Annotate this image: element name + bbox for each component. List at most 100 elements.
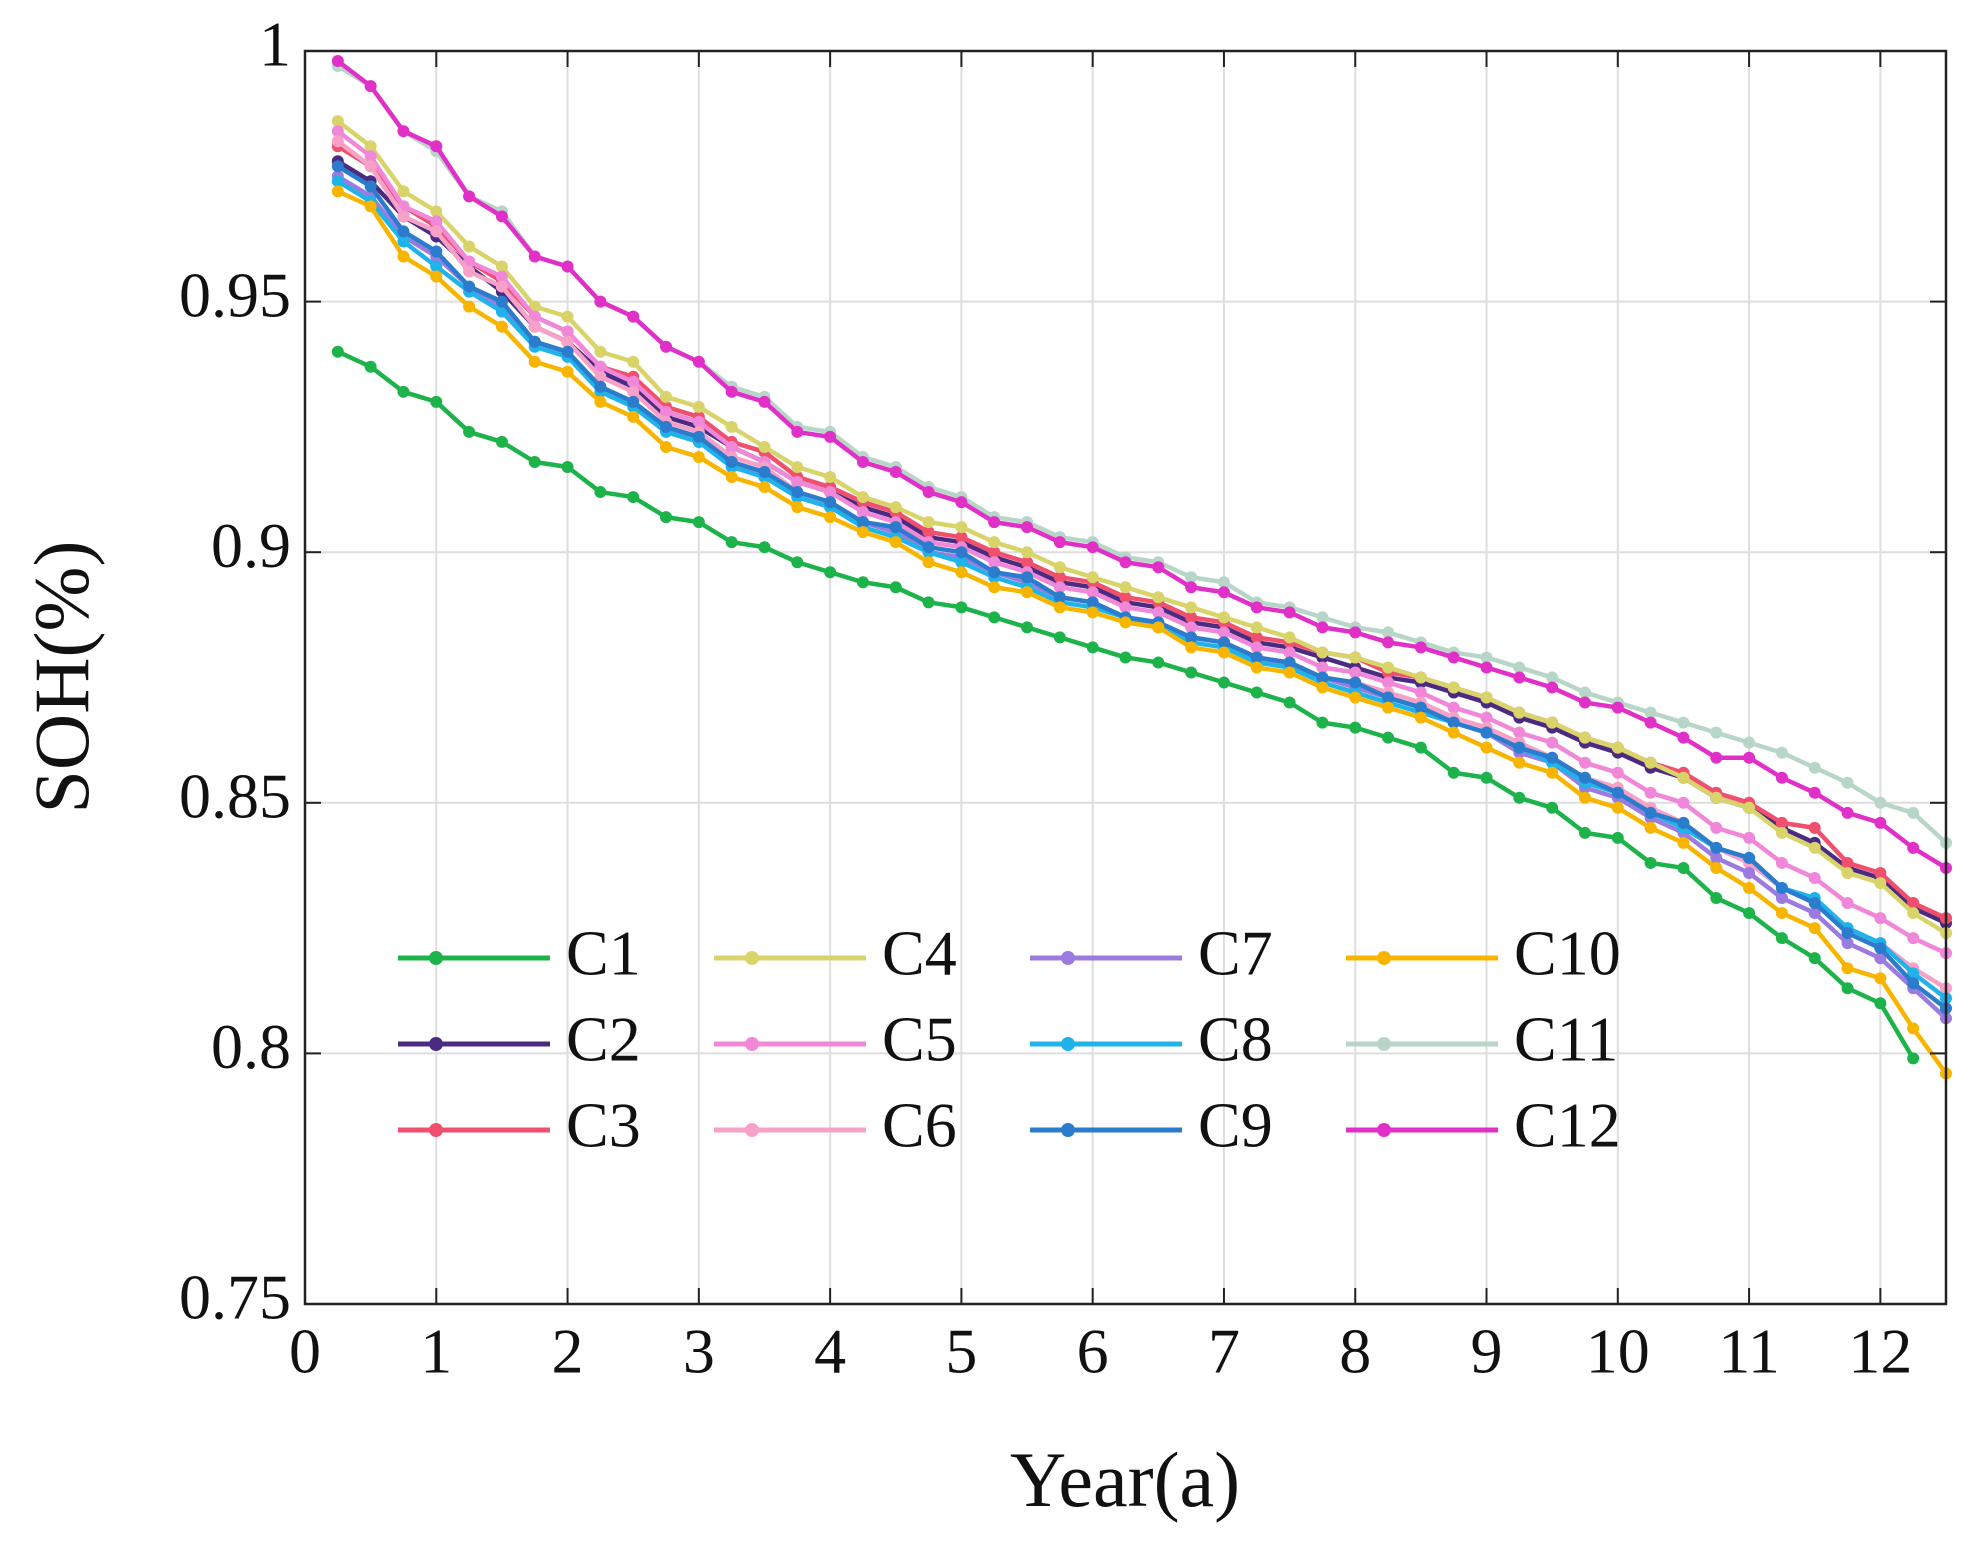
data-point: [988, 556, 1001, 569]
data-point: [561, 345, 574, 358]
data-point: [824, 511, 837, 524]
data-point: [1644, 716, 1657, 729]
data-point: [1316, 661, 1329, 674]
series-line: [336, 129, 1947, 956]
data-point: [1086, 596, 1099, 609]
data-point: [1644, 756, 1657, 769]
data-point: [1185, 621, 1198, 634]
data-point: [824, 471, 837, 484]
data-point: [331, 115, 344, 128]
data-point: [627, 491, 640, 504]
data-point: [364, 200, 377, 213]
data-point: [1185, 631, 1198, 644]
data-point: [692, 415, 705, 428]
data-point: [1578, 756, 1591, 769]
legend-label: C12: [1514, 1090, 1621, 1161]
data-point: [1743, 882, 1756, 895]
legend-label: C1: [566, 918, 641, 989]
data-point: [1414, 641, 1427, 654]
data-point: [692, 400, 705, 413]
data-point: [791, 476, 804, 489]
series-line: [336, 119, 1948, 936]
data-point: [397, 250, 410, 263]
data-point: [495, 435, 508, 448]
data-point: [856, 455, 869, 468]
data-point: [1743, 801, 1756, 814]
data-point: [922, 516, 935, 529]
data-point: [1316, 646, 1329, 659]
data-point: [1152, 606, 1165, 619]
data-point: [1677, 816, 1690, 829]
data-point: [1086, 586, 1099, 599]
data-point: [1874, 952, 1887, 965]
data-point: [725, 420, 738, 433]
data-point: [1808, 786, 1821, 799]
data-point: [331, 175, 344, 188]
legend-label: C8: [1198, 1004, 1273, 1075]
data-point: [463, 190, 476, 203]
data-point: [1677, 861, 1690, 874]
data-point: [397, 225, 410, 238]
data-point: [1414, 671, 1427, 684]
data-point: [1152, 561, 1165, 574]
data-point: [1217, 636, 1230, 649]
data-point: [660, 420, 673, 433]
data-point: [1382, 676, 1395, 689]
data-point: [1152, 591, 1165, 604]
data-point: [1349, 666, 1362, 679]
data-point: [1775, 856, 1788, 869]
series-line: [336, 189, 1948, 1075]
data-point: [1578, 826, 1591, 839]
legend-marker: [1377, 1037, 1391, 1051]
data-point: [955, 566, 968, 579]
data-point: [463, 300, 476, 313]
data-point: [1644, 786, 1657, 799]
data-point: [1907, 907, 1920, 920]
data-point: [1217, 676, 1230, 689]
data-point: [1611, 786, 1624, 799]
data-point: [1874, 816, 1887, 829]
data-point: [955, 521, 968, 534]
data-point: [1841, 856, 1854, 869]
data-point: [495, 260, 508, 273]
data-point: [1053, 581, 1066, 594]
data-point: [1349, 721, 1362, 734]
y-axis-label: SOH(%): [18, 541, 105, 814]
data-point: [1874, 942, 1887, 955]
data-point: [660, 440, 673, 453]
x-tick-label: 9: [1471, 1316, 1503, 1387]
data-point: [1250, 631, 1263, 644]
series-line: [336, 64, 1948, 845]
x-tick-label: 12: [1848, 1316, 1912, 1387]
data-point: [1677, 836, 1690, 849]
data-point: [1743, 907, 1756, 920]
data-point: [758, 466, 771, 479]
data-point: [988, 546, 1001, 559]
data-point: [889, 521, 902, 534]
data-point: [1119, 556, 1132, 569]
data-point: [1677, 796, 1690, 809]
data-point: [594, 360, 607, 373]
data-point: [955, 556, 968, 569]
legend-label: C3: [566, 1090, 641, 1161]
data-point: [331, 135, 344, 148]
data-point: [725, 471, 738, 484]
data-point: [1743, 736, 1756, 749]
data-point: [1053, 591, 1066, 604]
data-point: [594, 345, 607, 358]
data-point: [922, 541, 935, 554]
data-point: [1644, 806, 1657, 819]
data-point: [1185, 581, 1198, 594]
data-point: [594, 395, 607, 408]
data-point: [1808, 761, 1821, 774]
data-point: [1677, 731, 1690, 744]
y-tick-label: 0.85: [179, 760, 291, 831]
data-point: [1775, 771, 1788, 784]
data-point: [889, 536, 902, 549]
data-point: [397, 385, 410, 398]
data-point: [627, 395, 640, 408]
data-point: [889, 581, 902, 594]
data-point: [430, 395, 443, 408]
data-point: [692, 516, 705, 529]
data-point: [1841, 982, 1854, 995]
